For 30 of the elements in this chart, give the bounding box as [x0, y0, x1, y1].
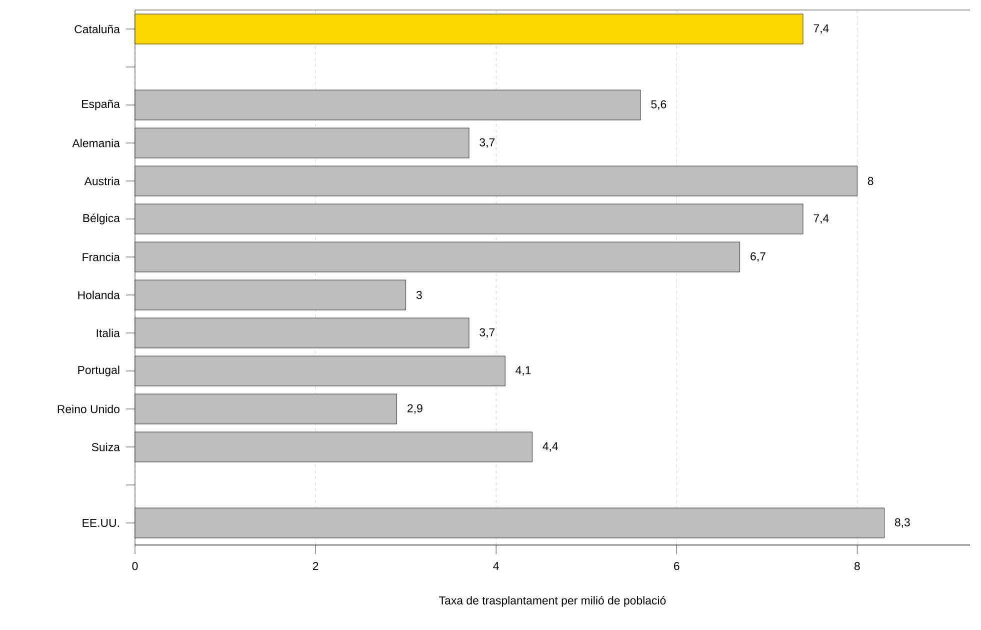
- y-tick-label: Suiza: [92, 442, 120, 452]
- data-label: 8,3: [894, 518, 910, 528]
- data-label: 3,7: [480, 328, 495, 338]
- y-tick-label: Alemania: [72, 138, 120, 148]
- y-tick-label: Francia: [82, 252, 120, 262]
- x-tick-label: 0: [132, 562, 138, 570]
- data-label: 7,4: [814, 24, 829, 34]
- y-tick-label: España: [82, 100, 120, 110]
- data-label: 8: [868, 176, 874, 186]
- x-tick-label: 2: [312, 562, 318, 570]
- y-tick-label: Holanda: [78, 290, 120, 300]
- y-tick-label: Bélgica: [83, 214, 120, 224]
- data-label: 7,4: [814, 214, 829, 224]
- x-axis-title: Taxa de trasplantament per milió de població: [439, 596, 666, 607]
- data-label: 5,6: [651, 100, 666, 110]
- y-tick-label: EE.UU.: [82, 518, 119, 527]
- y-tick-label: Portugal: [78, 366, 120, 376]
- data-label: 6,7: [750, 252, 766, 262]
- data-label: 2,9: [408, 404, 422, 414]
- y-tick-label: Cataluña: [74, 24, 120, 34]
- y-tick-label: Reino Unido: [58, 404, 120, 414]
- x-tick-label: 6: [674, 562, 680, 570]
- data-label: 3: [416, 290, 422, 300]
- x-tick-label: 4: [493, 562, 499, 570]
- data-label: 4,1: [516, 366, 531, 376]
- y-tick-label: Italia: [96, 328, 120, 338]
- y-tick-label: Austria: [84, 176, 120, 186]
- data-label: 3,7: [480, 138, 495, 148]
- x-tick-label: 8: [854, 562, 860, 570]
- data-label: 4,4: [542, 442, 558, 452]
